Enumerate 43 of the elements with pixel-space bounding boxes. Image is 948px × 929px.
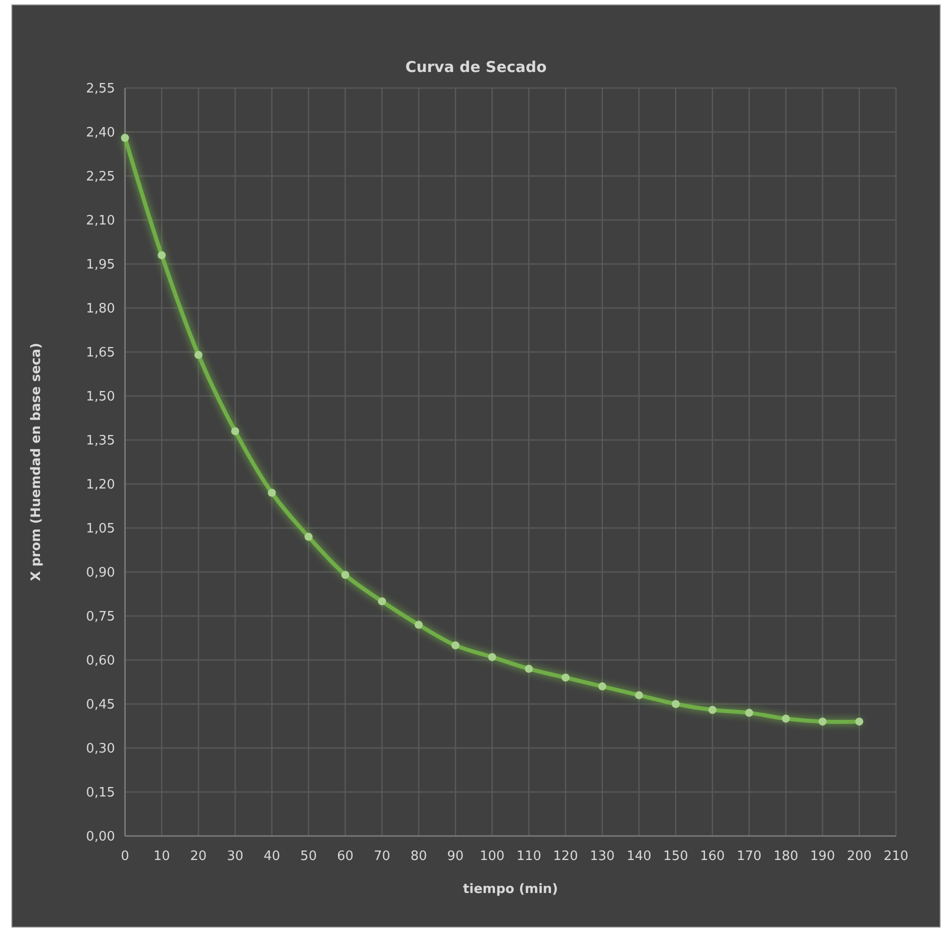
x-tick-label: 110 [516, 849, 542, 864]
x-tick-label: 0 [120, 849, 130, 864]
y-tick-label: 1,35 [86, 434, 115, 449]
y-tick-label: 0,90 [86, 566, 115, 581]
y-tick-label: 0,30 [86, 742, 115, 757]
y-axis-title: X prom (Huemdad en base seca) [29, 342, 44, 582]
y-tick-label: 1,05 [86, 522, 115, 537]
x-tick-label: 80 [410, 849, 427, 864]
y-tick-label: 1,65 [86, 346, 115, 361]
x-tick-label: 140 [626, 849, 652, 864]
y-tick-label: 2,25 [86, 170, 115, 185]
x-tick-label: 210 [884, 849, 908, 864]
x-tick-label: 90 [447, 849, 464, 864]
x-tick-label: 120 [553, 849, 578, 864]
y-tick-label: 2,10 [86, 214, 115, 229]
x-tick-label: 190 [810, 849, 835, 864]
x-tick-label: 40 [264, 849, 280, 864]
y-tick-label: 1,80 [86, 302, 115, 317]
x-tick-label: 200 [846, 849, 872, 864]
y-tick-label: 0,15 [86, 786, 115, 801]
x-tick-label: 180 [773, 849, 798, 864]
x-tick-label: 50 [300, 849, 317, 864]
x-tick-label: 150 [663, 849, 688, 864]
x-tick-label: 20 [190, 849, 207, 864]
y-tick-label: 0,00 [86, 830, 115, 845]
x-tick-label: 170 [736, 849, 762, 864]
y-tick-label: 2,40 [86, 126, 115, 141]
x-tick-label: 130 [590, 849, 615, 864]
y-tick-label: 0,60 [86, 654, 115, 669]
y-tick-label: 0,75 [86, 610, 115, 625]
x-axis-title: tiempo (min) [463, 882, 558, 897]
y-tick-label: 2,55 [86, 82, 115, 97]
y-tick-label: 1,50 [86, 390, 115, 405]
y-tick-label: 0,45 [86, 698, 115, 713]
x-tick-label: 10 [153, 849, 170, 864]
y-tick-label: 1,95 [86, 258, 115, 273]
x-tick-label: 100 [480, 849, 505, 864]
chart-title: Curva de Secado [405, 58, 547, 76]
y-tick-label: 1,20 [86, 478, 115, 493]
x-tick-label: 60 [337, 849, 354, 864]
x-tick-label: 160 [700, 849, 725, 864]
x-tick-label: 70 [374, 849, 390, 864]
x-tick-label: 30 [226, 849, 244, 864]
